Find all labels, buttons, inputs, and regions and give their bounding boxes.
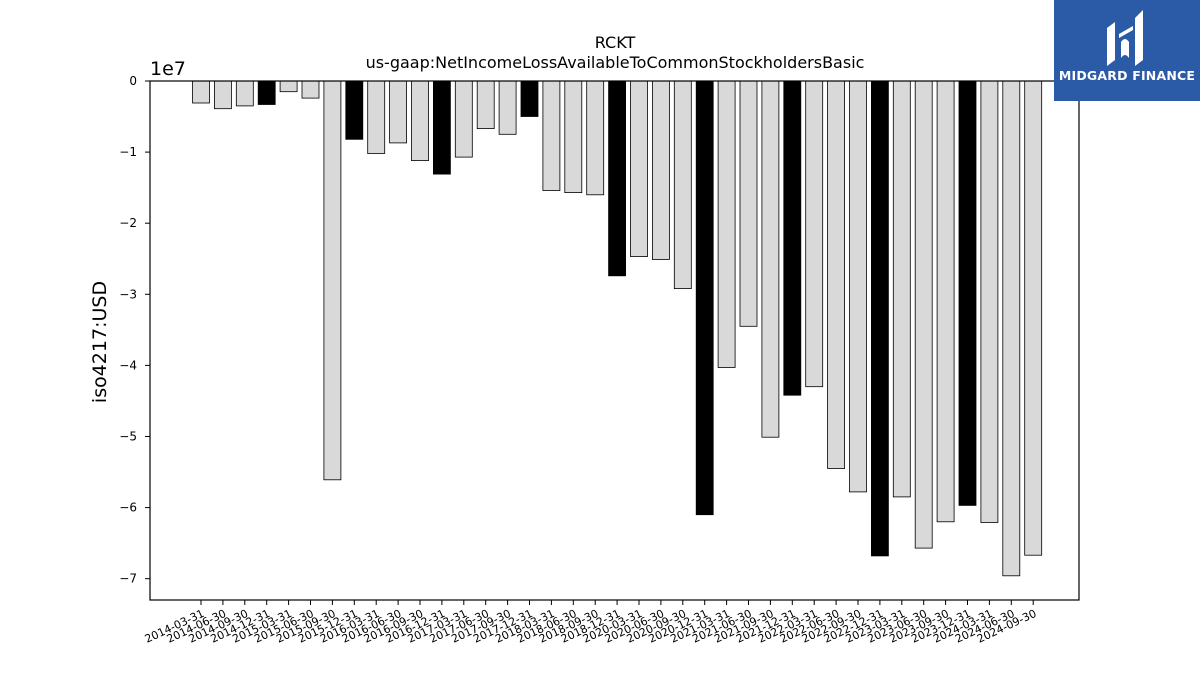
y-tick-label-3: −3	[119, 287, 137, 301]
bar-28	[805, 80, 824, 388]
y-tick-label-1: −1	[119, 145, 137, 159]
midgard-finance-logo: MIDGARD FINANCE	[1054, 0, 1200, 101]
bar-12	[454, 80, 473, 158]
bar-16	[542, 80, 561, 191]
midgard-logo-icon	[1107, 10, 1143, 66]
bar-26	[761, 80, 780, 438]
bar-20	[630, 80, 648, 258]
bars-group	[192, 80, 1043, 577]
bar-19	[608, 80, 626, 277]
bar-33	[914, 80, 933, 549]
y-tick-label-2: −2	[119, 216, 137, 230]
bar-30	[849, 80, 867, 493]
bar-11	[432, 80, 451, 175]
y-tick-label-5: −5	[119, 429, 137, 443]
bar-7	[345, 80, 364, 140]
bar-21	[652, 80, 670, 260]
chart-title: RCKT	[595, 33, 636, 52]
bar-17	[564, 80, 583, 193]
y-axis-label: iso4217:USD	[89, 281, 111, 403]
bar-18	[586, 80, 605, 196]
bar-4	[279, 80, 298, 93]
bar-10	[411, 80, 429, 161]
bar-25	[739, 80, 758, 327]
y-tick-label-4: −4	[119, 358, 137, 372]
y-tick-label-6: −6	[119, 501, 137, 515]
bar-36	[980, 80, 999, 523]
bar-38	[1024, 80, 1043, 556]
bar-2	[235, 80, 254, 107]
bar-14	[498, 80, 517, 135]
bar-0	[192, 80, 210, 104]
chart-subtitle: us-gaap:NetIncomeLossAvailableToCommonSt…	[366, 53, 865, 72]
bar-29	[827, 80, 845, 469]
bar-35	[958, 80, 977, 506]
bar-32	[892, 80, 911, 498]
y-tick-label-0: 0	[129, 74, 137, 88]
bar-23	[695, 80, 714, 516]
bar-9	[389, 80, 408, 144]
bar-37	[1002, 80, 1021, 577]
bar-24	[717, 80, 736, 368]
bar-3	[257, 80, 276, 105]
bar-1	[213, 80, 232, 110]
bar-5	[301, 80, 320, 99]
x-ticks-group: 2014-03-312014-06-302014-09-302014-12-31…	[143, 600, 1038, 646]
bar-15	[520, 80, 539, 117]
bar-31	[871, 80, 889, 557]
plot-frame	[149, 80, 1080, 601]
bar-8	[367, 80, 386, 154]
bar-6	[323, 80, 342, 481]
logo-text: MIDGARD FINANCE	[1058, 68, 1196, 83]
y-axis-offset-label: 1e7	[150, 58, 186, 80]
bar-13	[476, 80, 495, 129]
y-ticks-group: 0 −1 −2 −3 −4 −5 −6 −7	[119, 74, 150, 586]
y-tick-label-7: −7	[119, 572, 137, 586]
bar-34	[936, 80, 955, 523]
bar-27	[783, 80, 802, 396]
bar-22	[673, 80, 692, 290]
